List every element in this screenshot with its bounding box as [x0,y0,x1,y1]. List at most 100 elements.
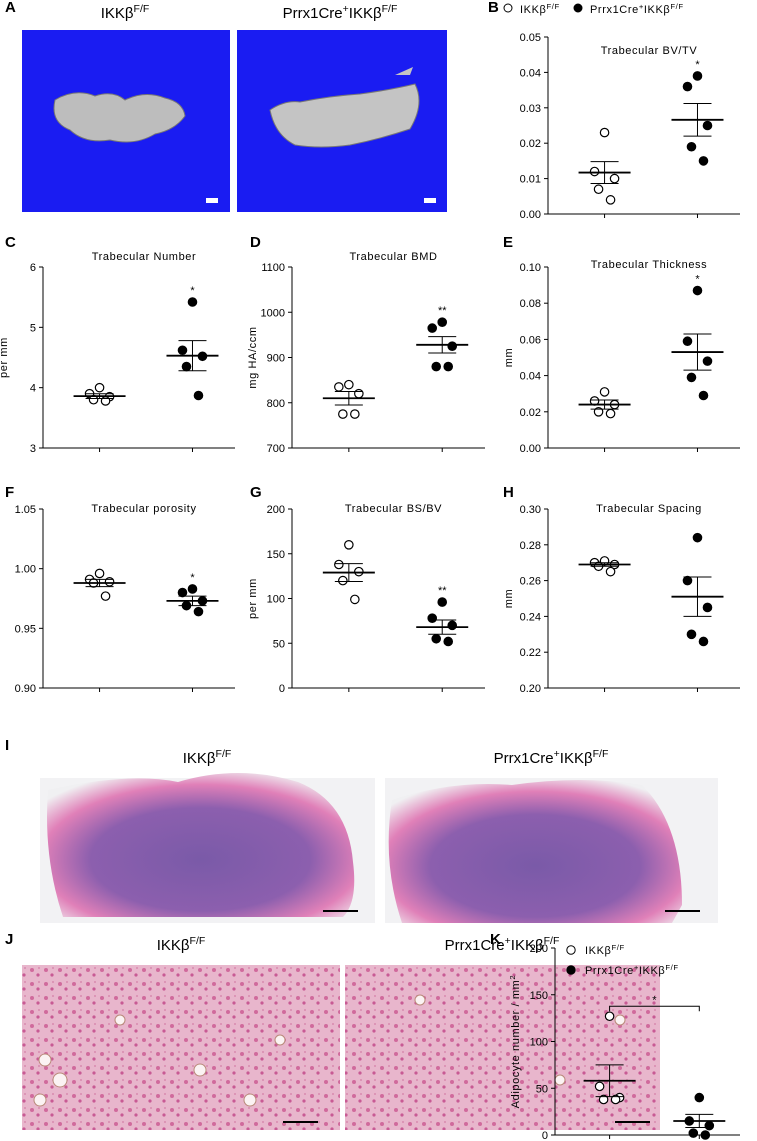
data-point [431,361,442,372]
data-point [610,1094,621,1105]
data-point [594,1081,605,1092]
panel-letter: D [250,234,261,251]
y-tick-label: 200 [267,504,285,516]
data-point [605,195,616,205]
legend-label-part: IKKβ [644,4,670,16]
significance: * [190,572,195,584]
legend-label: IKKβF/F [585,943,625,958]
data-point [431,633,442,644]
error-bar [334,390,363,406]
y-tick-label: 0.10 [520,262,541,274]
data-point [686,372,697,383]
y-tick-label: 0.24 [520,611,541,623]
y-axis-label-part: Adipocyte number / mm [510,980,522,1109]
y-tick-label: 0.00 [520,443,541,455]
scale-bar [323,910,358,912]
panel-letter: J [5,931,13,948]
data-point [686,629,697,640]
data-point [704,1120,715,1131]
error-bar [334,563,363,582]
chart-title: Trabecular BMD [349,251,437,263]
data-point [609,173,620,184]
histology-image [345,965,660,1130]
chart-title: Trabecular BS/BV [345,503,442,515]
y-axis-label: mm [503,589,515,609]
data-point [447,341,458,351]
y-axis-label: mg HA/ccm [247,326,259,388]
legend-label-part: Prrx1Cre [585,965,634,977]
error-bar [683,103,712,137]
y-tick-label: 3 [30,443,36,455]
data-point [187,584,198,594]
image-caption-part: Prrx1Cre [445,937,505,954]
y-axis-label: per mm [0,337,10,378]
data-point [193,606,204,617]
error-bar [683,576,712,617]
chart-title: Trabecular Spacing [596,503,702,515]
y-tick-label: 800 [267,398,285,410]
y-tick-label: 0.26 [520,576,541,588]
legend-marker [503,3,513,13]
data-point [700,1130,711,1140]
data-point [702,602,713,613]
error-bar [683,333,712,371]
image-caption: IKKβF/F [101,3,150,22]
data-point [698,156,709,166]
data-point [338,409,348,419]
y-tick-label: 100 [530,1037,548,1049]
data-point [589,166,600,177]
image-caption-part: Prrx1Cre [283,5,343,22]
y-axis-label: per mm [247,578,259,619]
y-tick-label: 0.08 [520,298,541,310]
y-tick-label: 0 [542,1130,548,1141]
significance: * [190,285,195,297]
legend-marker [566,965,576,975]
scale-bar [206,198,218,203]
data-point [354,388,364,399]
data-point [682,575,693,586]
legend-label-sup: F/F [546,2,559,11]
y-tick-label: 150 [530,990,548,1002]
error-bar [428,336,457,354]
y-tick-label: 1.00 [15,564,36,576]
data-point [427,613,438,623]
data-point [193,390,204,401]
tissue [388,780,682,923]
error-bar [590,399,619,410]
y-tick-label: 0.01 [520,174,541,186]
data-point [187,297,198,307]
data-point [350,594,360,605]
y-tick-label: 0.22 [520,647,541,659]
legend-label-part: IKKβ [520,4,546,16]
image-caption-sup: + [554,748,560,760]
legend-label: Prrx1Cre+IKKβF/F [585,963,679,978]
image-caption-part: IKKβ [101,5,134,22]
scale-bar [283,1121,318,1123]
data-point [338,575,348,586]
data-point [100,591,111,601]
image-caption-sup: F/F [593,748,609,760]
image-caption-sup: + [505,935,511,947]
y-tick-label: 1.05 [15,504,36,516]
image-caption-sup: F/F [216,748,232,760]
data-point [100,396,111,406]
y-tick-label: 0.30 [520,504,541,516]
data-point [598,1094,609,1105]
image-caption-part: IKKβ [560,750,593,767]
image-caption-part: IKKβ [183,750,216,767]
data-point [702,120,713,131]
image-caption: Prrx1Cre+IKKβF/F [283,3,398,22]
significance: * [695,59,700,71]
scale-bar [665,910,700,912]
error-bar [178,340,207,372]
y-tick-label: 0.95 [15,623,36,635]
y-axis-label: Adipocyte number / mm2 [508,975,523,1109]
image-caption: IKKβF/F [183,748,232,767]
error-bar [590,161,619,185]
image-caption: Prrx1Cre+IKKβF/F [494,748,609,767]
data-point [443,361,454,372]
scale-bar [424,198,436,203]
significance: ** [438,305,447,317]
image-caption-part: IKKβ [157,937,190,954]
legend-label-sup: F/F [611,943,624,952]
